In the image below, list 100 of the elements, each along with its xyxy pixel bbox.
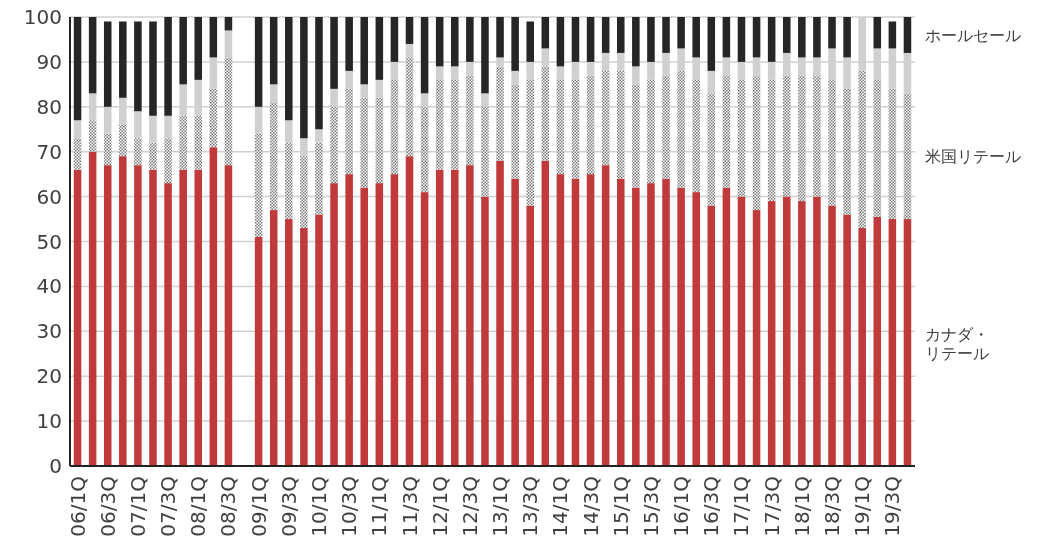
- bar: [360, 84, 369, 98]
- bar: [164, 183, 172, 466]
- x-tick-label: 19/1Q: [850, 476, 875, 537]
- bar: [903, 219, 912, 466]
- bar: [405, 57, 414, 157]
- bar: [224, 30, 233, 58]
- bar: [632, 17, 640, 67]
- bar: [435, 169, 444, 466]
- bar: [420, 17, 429, 94]
- bar: [481, 196, 489, 466]
- bar: [828, 17, 836, 49]
- bar: [330, 17, 338, 89]
- bar: [103, 21, 112, 107]
- bar: [541, 17, 550, 49]
- bar: [360, 187, 369, 466]
- bar: [466, 75, 474, 166]
- bar: [209, 147, 218, 466]
- bar: [285, 219, 293, 466]
- bar: [149, 169, 157, 466]
- bar: [285, 120, 293, 143]
- bar: [315, 214, 323, 466]
- y-tick-label: 10: [36, 409, 62, 434]
- x-tick-label: 08/3Q: [216, 476, 241, 537]
- bar: [496, 160, 504, 466]
- bar: [843, 17, 851, 58]
- bar: [119, 156, 127, 466]
- bar: [782, 17, 791, 53]
- bar: [888, 88, 897, 220]
- bar: [601, 165, 610, 466]
- x-tick-label: 07/3Q: [156, 476, 181, 537]
- bar: [571, 178, 580, 466]
- bar: [481, 106, 489, 197]
- bar: [224, 57, 233, 166]
- bar: [179, 115, 187, 170]
- bar: [134, 165, 142, 466]
- bar: [782, 196, 791, 466]
- x-tick-label: 08/1Q: [186, 476, 211, 537]
- bar: [451, 79, 459, 170]
- bar: [903, 17, 912, 53]
- bar: [285, 142, 293, 220]
- bar: [828, 205, 836, 466]
- bar: [179, 17, 187, 85]
- bar: [511, 17, 519, 71]
- x-tick-label: 11/3Q: [397, 476, 422, 537]
- bar: [798, 201, 806, 466]
- bar: [375, 17, 384, 80]
- bar: [632, 187, 640, 466]
- bar: [858, 70, 866, 229]
- bar: [707, 205, 716, 466]
- bar: [616, 17, 625, 53]
- bar: [179, 169, 187, 466]
- x-tick-label: 14/1Q: [548, 476, 573, 537]
- bar: [556, 79, 565, 175]
- x-tick-label: 19/3Q: [880, 476, 905, 537]
- bar: [224, 165, 233, 466]
- bar: [873, 17, 882, 49]
- bar: [707, 17, 716, 71]
- bar: [345, 17, 353, 71]
- series-label: 米国リテール: [925, 147, 1021, 167]
- bar: [435, 17, 444, 67]
- x-tick-label: 18/3Q: [820, 476, 845, 537]
- y-tick-label: 80: [36, 94, 62, 119]
- bar: [330, 183, 338, 466]
- y-tick-label: 70: [36, 139, 62, 164]
- bar: [149, 115, 157, 143]
- bar: [254, 237, 263, 466]
- bar: [662, 178, 670, 466]
- bar: [466, 17, 474, 62]
- bar: [586, 17, 595, 62]
- bar: [571, 79, 580, 179]
- bar: [707, 93, 716, 206]
- bar: [134, 111, 142, 139]
- bar: [541, 160, 550, 466]
- bar: [194, 169, 203, 466]
- bar: [707, 70, 716, 94]
- bar: [88, 17, 97, 94]
- bar: [692, 17, 700, 58]
- bar: [269, 102, 278, 211]
- x-tick-label: 10/3Q: [337, 476, 362, 537]
- bar: [601, 70, 610, 166]
- bar: [390, 17, 399, 62]
- bar: [73, 169, 82, 466]
- bar: [345, 88, 353, 175]
- bar: [254, 133, 263, 238]
- bar: [194, 115, 203, 170]
- bar: [88, 120, 97, 152]
- x-tick-label: 15/1Q: [608, 476, 633, 537]
- bar: [269, 210, 278, 466]
- bar: [164, 138, 172, 184]
- y-tick-label: 40: [36, 274, 62, 299]
- y-tick-label: 100: [23, 5, 62, 29]
- bar: [254, 17, 263, 107]
- bar: [164, 115, 172, 139]
- bar: [813, 196, 821, 466]
- x-tick-label: 16/1Q: [669, 476, 694, 537]
- bar: [632, 84, 640, 188]
- bar: [873, 79, 882, 217]
- x-tick-label: 09/1Q: [246, 476, 271, 537]
- bar: [285, 17, 293, 121]
- bar: [360, 97, 369, 188]
